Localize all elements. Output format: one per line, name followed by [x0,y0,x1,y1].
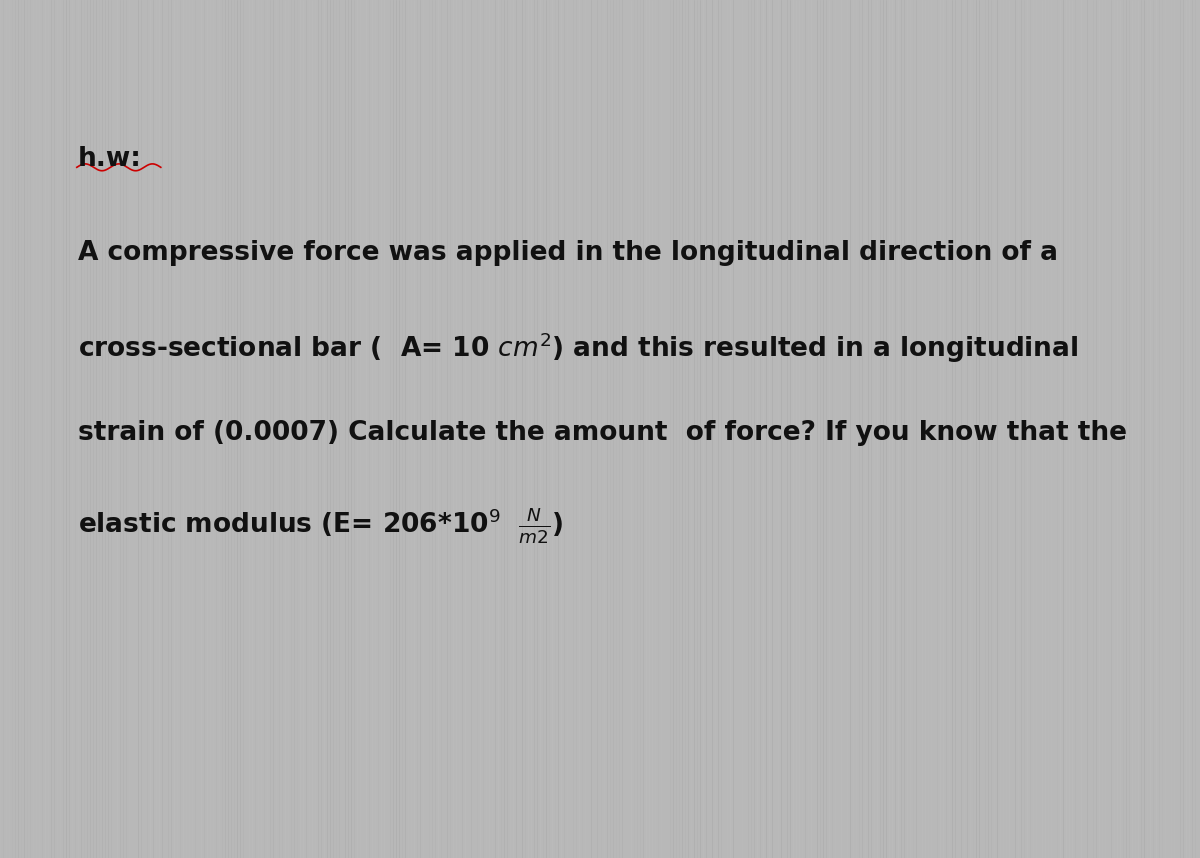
Text: cross-sectional bar (  A= 10 $cm^2$) and this resulted in a longitudinal: cross-sectional bar ( A= 10 $cm^2$) and … [78,330,1079,365]
Text: strain of (0.0007) Calculate the amount  of force? If you know that the: strain of (0.0007) Calculate the amount … [78,420,1127,446]
Text: elastic modulus (E= 206*10$^{9}$  $\frac{N}{m2}$): elastic modulus (E= 206*10$^{9}$ $\frac{… [78,506,564,547]
Text: h.w:: h.w: [78,146,142,172]
Text: A compressive force was applied in the longitudinal direction of a: A compressive force was applied in the l… [78,240,1058,266]
